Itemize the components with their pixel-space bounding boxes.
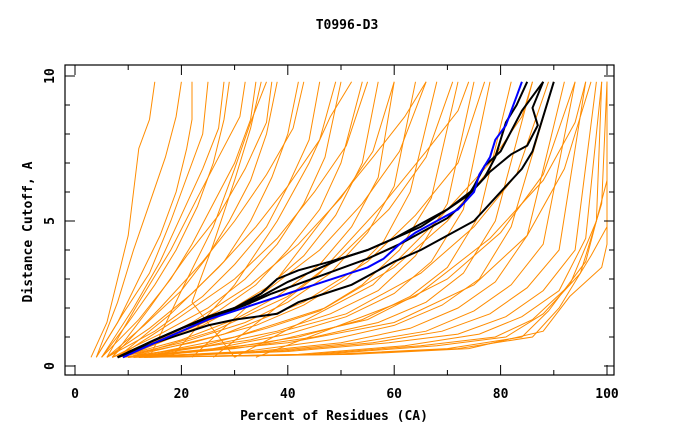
x-tick-label: 100 — [595, 387, 619, 402]
ensemble-curve-43 — [138, 81, 592, 358]
ensemble-curve-22 — [133, 81, 587, 358]
ensemble-curve-46 — [149, 81, 267, 358]
highlight-curve-black-3 — [117, 81, 555, 359]
ensemble-curves — [90, 81, 608, 358]
ensemble-curve-25 — [138, 81, 603, 358]
ensemble-curve-1 — [95, 81, 193, 358]
ensemble-curve-19 — [128, 81, 555, 358]
ensemble-curve-37 — [122, 81, 427, 358]
ensemble-curve-23 — [133, 81, 597, 358]
y-tick-label: 10 — [43, 68, 58, 84]
x-tick-label: 0 — [71, 387, 79, 402]
ensemble-curve-42 — [138, 81, 576, 358]
ensemble-curve-14 — [122, 81, 459, 358]
x-tick-label: 40 — [280, 387, 296, 402]
ensemble-curve-24 — [138, 81, 603, 358]
ensemble-curve-5 — [106, 81, 278, 358]
ensemble-curve-2 — [95, 81, 209, 358]
ensemble-curve-17 — [128, 81, 512, 358]
ensemble-curve-47 — [170, 81, 353, 358]
x-tick-label: 60 — [386, 387, 402, 402]
ensemble-curve-8 — [111, 81, 342, 358]
ensemble-curve-39 — [128, 81, 486, 358]
ensemble-curve-30 — [101, 81, 225, 358]
y-tick-label: 0 — [43, 362, 58, 370]
ensemble-curve-3 — [101, 81, 230, 358]
ensemble-curve-27 — [144, 81, 608, 358]
highlight-curve-blue — [122, 81, 523, 359]
ensemble-curve-21 — [133, 81, 576, 358]
ensemble-curve-7 — [106, 81, 321, 358]
ensemble-curve-51 — [255, 81, 587, 358]
x-axis-label: Percent of Residues (CA) — [240, 409, 428, 424]
highlight-curve-black-4 — [117, 81, 545, 359]
ensemble-curve-13 — [117, 81, 438, 358]
ensemble-curve-44 — [95, 81, 182, 358]
ensemble-curve-18 — [128, 81, 533, 358]
ensemble-curve-4 — [101, 81, 257, 358]
ensemble-curve-28 — [144, 81, 608, 358]
ensemble-curve-10 — [112, 81, 379, 358]
ensemble-curve-49 — [212, 81, 470, 358]
x-tick-label: 20 — [174, 387, 190, 402]
ensemble-curve-41 — [133, 81, 549, 358]
ensemble-curve-32 — [111, 81, 273, 358]
ensemble-curve-45 — [191, 81, 262, 358]
ensemble-curve-36 — [122, 81, 395, 358]
ensemble-curve-11 — [117, 81, 395, 358]
ensemble-curve-38 — [128, 81, 454, 358]
y-tick-label: 5 — [43, 217, 58, 225]
plot-frame — [64, 64, 615, 376]
ensemble-curve-0 — [90, 81, 156, 358]
ensemble-curve-16 — [122, 81, 491, 358]
ensemble-curve-35 — [117, 81, 369, 358]
ensemble-curve-29 — [149, 81, 608, 358]
axis-ticks: 0 20 40 60 80 100 0 5 10 — [43, 65, 619, 402]
highlight-curve-black-2 — [117, 81, 545, 359]
ensemble-curve-33 — [111, 81, 305, 358]
ensemble-curve-20 — [128, 81, 565, 358]
chart-title: T0996-D3 — [316, 18, 379, 33]
ensemble-curve-50 — [234, 81, 533, 358]
y-axis-label: Distance Cutoff, A — [21, 161, 36, 302]
ensemble-curve-48 — [191, 81, 427, 358]
ensemble-curve-31 — [106, 81, 246, 358]
highlighted-curves — [117, 81, 555, 359]
ensemble-curve-12 — [117, 81, 416, 358]
x-tick-label: 80 — [493, 387, 509, 402]
